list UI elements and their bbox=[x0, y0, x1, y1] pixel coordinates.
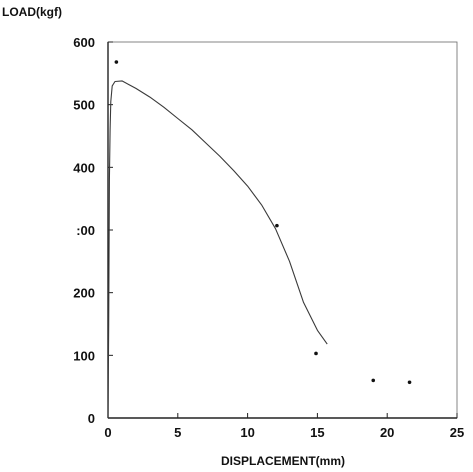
y-tick-label: :00 bbox=[76, 223, 95, 238]
data-point bbox=[407, 380, 412, 385]
load-curve bbox=[107, 80, 328, 419]
y-tick-label: 100 bbox=[73, 348, 95, 363]
data-point bbox=[275, 223, 279, 228]
x-axis-title: DISPLACEMENT(mm) bbox=[221, 454, 345, 468]
x-tick-label: 0 bbox=[104, 425, 111, 440]
x-tick-label: 10 bbox=[240, 425, 254, 440]
x-tick-label: 25 bbox=[450, 425, 464, 440]
y-tick-label: 400 bbox=[73, 160, 95, 175]
plot-border bbox=[107, 41, 458, 419]
y-tick-label: 500 bbox=[73, 98, 95, 113]
data-point bbox=[114, 60, 119, 64]
x-tick-label: 15 bbox=[310, 425, 324, 440]
y-tick-label: 600 bbox=[73, 35, 95, 50]
data-point bbox=[371, 378, 376, 383]
plot-frame bbox=[107, 41, 458, 419]
y-tick-label: 200 bbox=[73, 286, 95, 301]
data-point bbox=[314, 351, 318, 356]
axis-ticks: 0 5 10 15 20 25 0 100 200 :00 400 500 600 bbox=[73, 35, 464, 440]
scatter-points bbox=[114, 60, 412, 385]
x-tick-label: 5 bbox=[174, 425, 181, 440]
series-line bbox=[107, 80, 328, 419]
x-tick-label: 20 bbox=[380, 425, 394, 440]
y-tick-label: 0 bbox=[88, 411, 95, 426]
y-axis-title: LOAD(kgf) bbox=[2, 5, 62, 19]
